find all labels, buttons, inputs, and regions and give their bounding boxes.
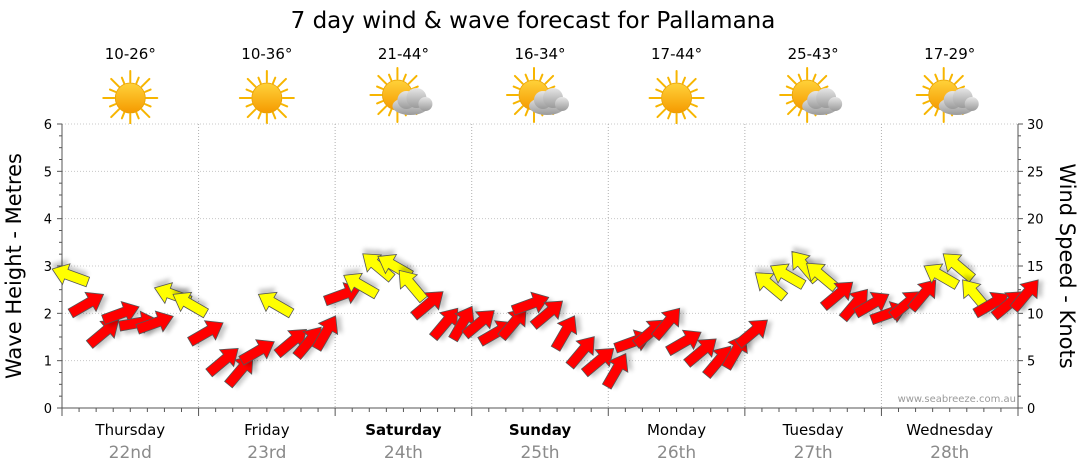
wind-arrow	[650, 307, 685, 342]
left-tick-label: 5	[44, 165, 52, 180]
day-name: Saturday	[365, 421, 442, 439]
sunny-icon	[238, 70, 295, 126]
wind-arrow	[601, 353, 633, 390]
wind-arrow	[942, 248, 977, 283]
partly-cloudy-icon	[915, 67, 979, 123]
right-axis-label: Wind Speed - Knots	[1055, 163, 1079, 368]
temperature-range: 10-26°	[105, 45, 156, 63]
day-name: Thursday	[94, 421, 165, 439]
weather-icon-row	[102, 67, 979, 126]
temperature-range: 10-36°	[241, 45, 292, 63]
left-tick-label: 6	[44, 118, 52, 133]
wind-arrow	[906, 279, 941, 313]
wind-arrow	[923, 259, 961, 290]
wind-arrow	[257, 287, 295, 319]
wind-arrow	[172, 287, 210, 319]
day-name: Monday	[647, 421, 706, 439]
wind-arrow	[734, 319, 773, 350]
partly-cloudy-icon	[369, 67, 433, 123]
wind-arrow	[565, 336, 600, 370]
temperature-row: 10-26° 10-36° 21-44° 16-34° 17-44° 25-43° 17-2…	[105, 45, 976, 63]
wind-arrow	[135, 310, 178, 337]
wind-arrow	[448, 305, 480, 343]
temperature-range: 17-44°	[651, 45, 702, 63]
right-tick-label: 25	[1027, 165, 1044, 180]
day-date: 22nd	[109, 443, 152, 463]
chart-title: 7 day wind & wave forecast for Pallamana	[291, 8, 776, 34]
wind-arrow	[85, 319, 124, 350]
wind-arrow	[683, 338, 722, 369]
right-tick-label: 20	[1027, 213, 1044, 228]
wind-arrow	[529, 300, 568, 331]
day-name: Friday	[244, 421, 290, 439]
right-tick-label: 5	[1027, 355, 1035, 370]
wind-arrow	[754, 267, 789, 302]
day-name: Sunday	[509, 421, 572, 439]
wind-arrow	[311, 315, 343, 352]
left-axis-label: Wave Height - Metres	[2, 153, 26, 379]
wind-arrow	[461, 310, 500, 340]
wind-arrow	[67, 291, 109, 320]
wind-arrow	[769, 259, 807, 290]
day-date: 23rd	[247, 443, 286, 463]
partly-cloudy-icon	[779, 67, 843, 123]
left-tick-label: 3	[44, 260, 52, 275]
wind-arrow	[665, 329, 706, 358]
partly-cloudy-icon	[506, 67, 569, 123]
day-date: 28th	[930, 443, 969, 463]
day-date: 25th	[520, 443, 559, 463]
temperature-range: 17-29°	[924, 45, 975, 63]
wind-arrow	[1009, 279, 1044, 313]
sunny-icon	[102, 70, 159, 126]
left-tick-label: 1	[44, 355, 52, 370]
grid-lines	[57, 123, 1023, 416]
day-date: 26th	[657, 443, 696, 463]
watermark: www.seabreeze.com.au	[898, 394, 1016, 405]
right-tick-label: 0	[1027, 402, 1035, 417]
right-tick-label: 10	[1027, 307, 1044, 322]
temperature-range: 16-34°	[514, 45, 565, 63]
wind-arrow	[410, 291, 448, 322]
wind-arrow	[50, 259, 91, 288]
wind-arrow	[806, 258, 840, 293]
day-date: 27th	[794, 443, 833, 463]
left-tick-label: 0	[44, 402, 52, 417]
wind-arrow	[819, 281, 858, 312]
right-tick-label: 15	[1027, 260, 1044, 275]
left-tick-label: 2	[44, 307, 52, 322]
sunny-icon	[648, 70, 705, 126]
wind-arrow	[187, 320, 228, 349]
day-date: 24th	[384, 443, 423, 463]
left-axis-ticks: 0 1 2 3 4 5 6	[44, 118, 52, 417]
day-name: Wednesday	[906, 421, 993, 439]
day-name: Tuesday	[782, 421, 844, 439]
right-tick-label: 30	[1027, 118, 1044, 133]
wind-arrows	[50, 246, 1044, 390]
wind-arrow	[273, 329, 312, 359]
wind-arrow	[580, 348, 619, 378]
wind-arrow	[238, 339, 279, 367]
wind-arrow	[205, 348, 244, 378]
wind-arrow	[852, 291, 894, 320]
right-axis-ticks: 0 5 10 15 20 25 30	[1027, 118, 1044, 417]
temperature-range: 25-43°	[788, 45, 839, 63]
wind-arrow	[343, 268, 380, 300]
left-tick-label: 4	[44, 213, 52, 228]
day-labels: Thursday 22nd Friday 23rd Saturday 24th Sunday…	[94, 421, 993, 463]
wind-arrow	[550, 315, 582, 352]
wind-arrow	[428, 307, 463, 342]
temperature-range: 21-44°	[378, 45, 429, 63]
